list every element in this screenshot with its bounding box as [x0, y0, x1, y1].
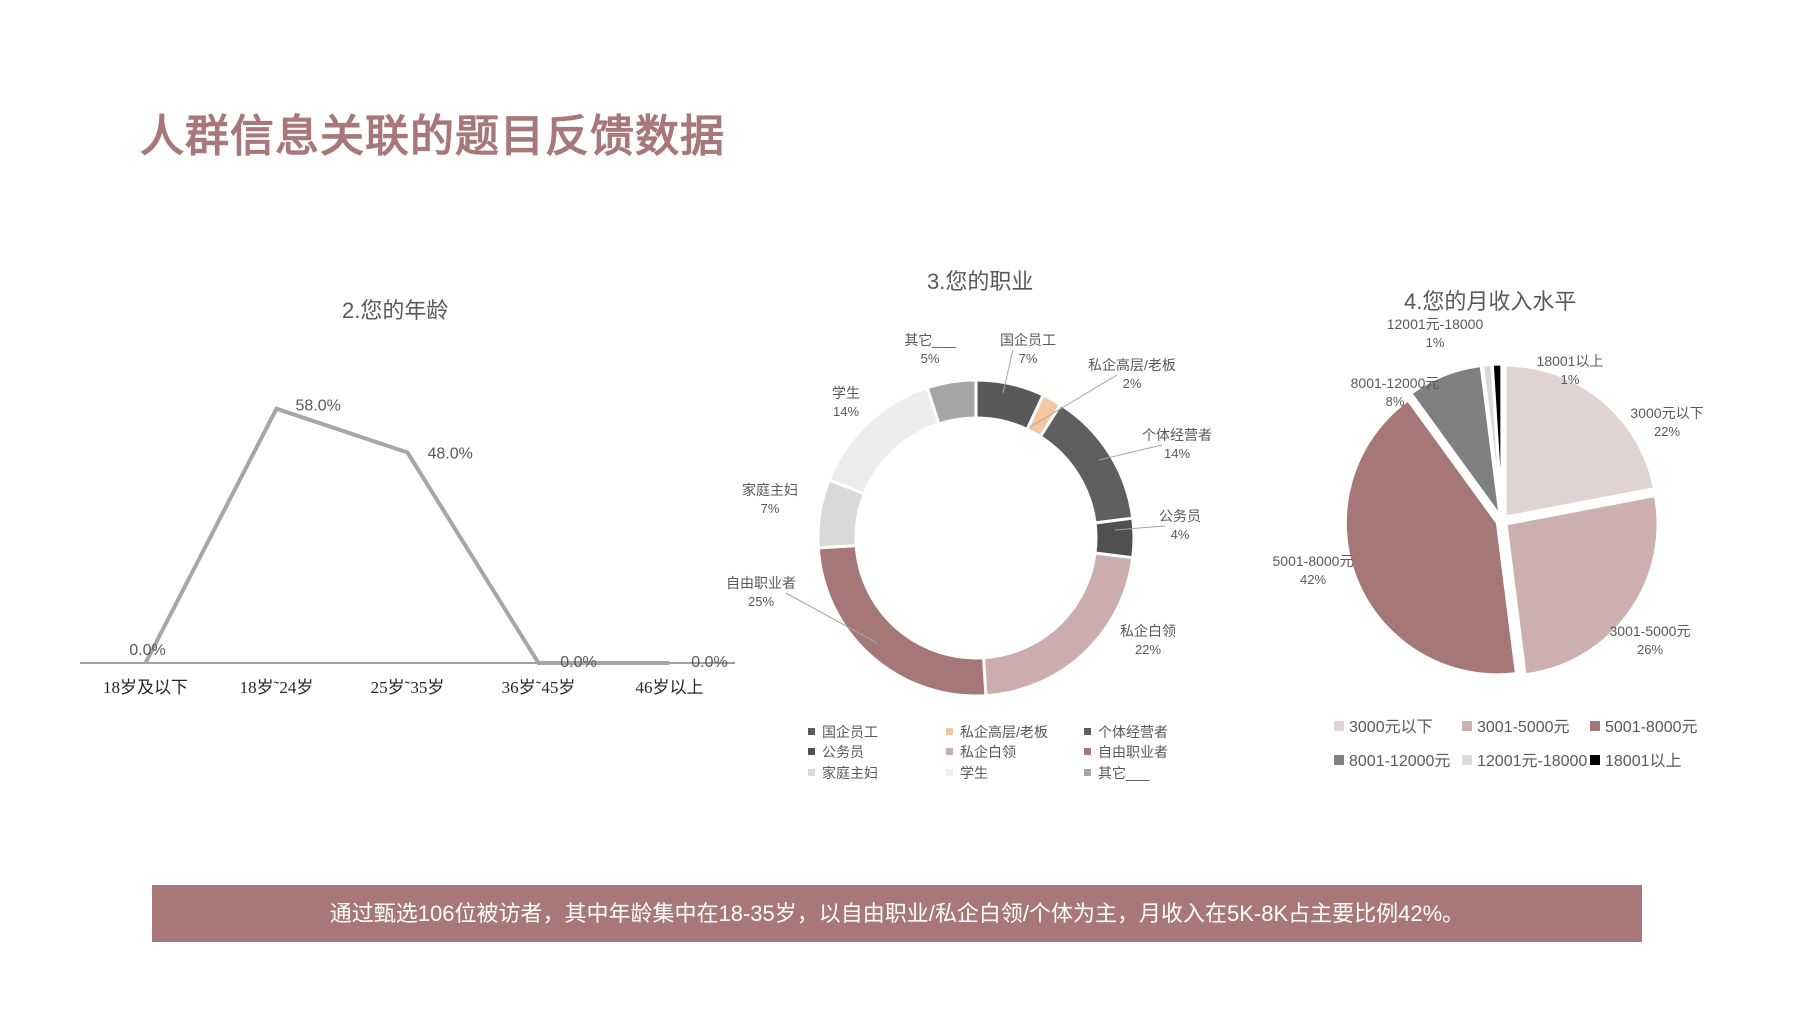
income-legend-label: 3001-5000元 [1477, 719, 1570, 736]
occupation-legend-label: 其它___ [1098, 765, 1150, 781]
income-label-value: 26% [1637, 642, 1663, 657]
occupation-legend-label: 公务员 [822, 744, 864, 760]
page-title: 人群信息关联的题目反馈数据 [140, 112, 725, 161]
age-data-label: 0.0% [129, 642, 165, 659]
income-label-name: 18001以上 [1537, 353, 1604, 369]
occupation-label-value: 7% [1019, 351, 1038, 366]
occupation-legend-swatch [1084, 769, 1091, 776]
occupation-label-value: 14% [1164, 446, 1190, 461]
age-data-label: 0.0% [560, 654, 596, 671]
income-label-value: 42% [1300, 572, 1326, 587]
income-legend-swatch [1590, 755, 1600, 765]
age-series-line [143, 406, 670, 665]
income-legend-label: 12001元-18000 [1477, 753, 1587, 770]
occupation-legend-swatch [946, 748, 953, 755]
occupation-legend-swatch [1084, 748, 1091, 755]
summary-text: 通过甄选106位被访者，其中年龄集中在18-35岁，以自由职业/私企白领/个体为… [329, 901, 1465, 926]
income-label-value: 1% [1561, 372, 1580, 387]
income-legend-label: 3000元以下 [1349, 719, 1433, 736]
occupation-label-name: 国企员工 [1000, 332, 1056, 348]
occupation-legend-swatch [1084, 728, 1091, 735]
occupation-leader-line [1002, 349, 1014, 394]
age-data-label: 0.0% [691, 654, 727, 671]
occupation-label-name: 学生 [832, 385, 860, 401]
occupation-label-name: 家庭主妇 [742, 482, 798, 498]
income-label-value: 1% [1426, 335, 1445, 350]
occupation-legend-swatch [808, 728, 815, 735]
income-legend-label: 18001以上 [1605, 752, 1682, 770]
occupation-label-name: 自由职业者 [726, 575, 796, 591]
income-label-value: 22% [1654, 424, 1680, 439]
occupation-label-value: 22% [1135, 642, 1161, 657]
occupation-legend-swatch [946, 728, 953, 735]
occupation-label-value: 7% [761, 501, 780, 516]
age-data-label: 48.0% [428, 446, 473, 463]
occupation-legend-label: 自由职业者 [1098, 744, 1168, 760]
income-legend-label: 5001-8000元 [1605, 719, 1698, 736]
occupation-label-value: 2% [1123, 376, 1142, 391]
income-chart-title: 4.您的月收入水平 [1404, 289, 1577, 314]
income-label-name: 3001-5000元 [1610, 623, 1691, 639]
summary-bar: 通过甄选106位被访者，其中年龄集中在18-35岁，以自由职业/私企白领/个体为… [152, 885, 1642, 942]
occupation-label-name: 私企高层/老板 [1088, 357, 1176, 373]
occupation-legend-label: 学生 [960, 765, 988, 781]
income-slice [1503, 363, 1657, 519]
occupation-legend-swatch [808, 748, 815, 755]
occupation-label-value: 4% [1171, 527, 1190, 542]
income-legend-label: 8001-12000元 [1349, 753, 1450, 770]
occupation-label-name: 个体经营者 [1142, 427, 1212, 443]
age-tick-label: 18岁及以下 [103, 678, 188, 697]
occupation-legend-label: 私企高层/老板 [960, 724, 1048, 740]
occupation-leader-line [1029, 374, 1118, 428]
occupation-leader-line [1098, 444, 1163, 461]
occupation-label-value: 14% [833, 404, 859, 419]
income-slice [1504, 493, 1660, 677]
income-label-name: 3000元以下 [1630, 405, 1703, 421]
age-data-label: 58.0% [296, 398, 341, 415]
income-label-value: 8% [1386, 394, 1405, 409]
occupation-label-value: 25% [748, 594, 774, 609]
income-label-name: 12001元-18000 [1387, 316, 1484, 332]
income-legend-swatch [1590, 721, 1600, 731]
income-slice [1343, 397, 1519, 677]
occupation-legend-swatch [808, 769, 815, 776]
occupation-legend-label: 国企员工 [822, 724, 878, 740]
age-tick-label: 46岁以上 [636, 678, 704, 697]
income-slice [1490, 362, 1504, 517]
occupation-legend-swatch [946, 769, 953, 776]
income-legend-swatch [1334, 721, 1344, 731]
occupation-chart-title: 3.您的职业 [927, 269, 1034, 294]
occupation-leader-line [1114, 525, 1166, 531]
age-tick-label: 18岁˜24岁 [240, 678, 314, 697]
occupation-legend-label: 私企白领 [960, 744, 1016, 760]
occupation-label-name: 私企白领 [1120, 623, 1176, 639]
income-label-name: 8001-12000元 [1351, 375, 1440, 391]
occupation-leader-line [785, 592, 878, 644]
income-label-name: 5001-8000元 [1273, 553, 1354, 569]
age-tick-label: 25岁˜35岁 [371, 678, 445, 697]
occupation-label-name: 其它___ [904, 332, 956, 348]
income-legend-swatch [1462, 755, 1472, 765]
occupation-slice [925, 378, 978, 426]
age-chart-title: 2.您的年龄 [342, 298, 449, 323]
occupation-label-name: 公务员 [1159, 508, 1201, 524]
income-legend-swatch [1334, 755, 1344, 765]
income-legend-swatch [1462, 721, 1472, 731]
occupation-legend-label: 个体经营者 [1098, 724, 1168, 740]
occupation-legend-label: 家庭主妇 [822, 765, 878, 781]
occupation-label-value: 5% [921, 351, 940, 366]
age-tick-label: 36岁˜45岁 [502, 678, 576, 697]
